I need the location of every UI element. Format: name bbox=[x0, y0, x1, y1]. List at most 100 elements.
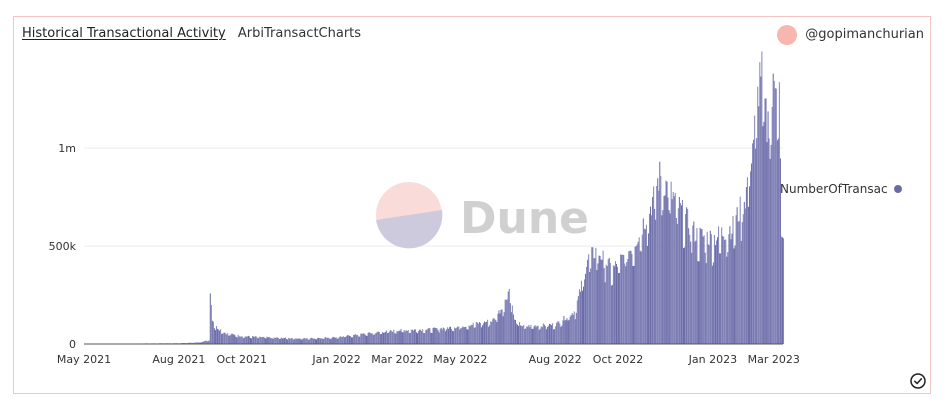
bar bbox=[375, 332, 377, 344]
bar bbox=[209, 293, 211, 344]
bar bbox=[541, 327, 543, 344]
bar bbox=[399, 330, 401, 344]
bar bbox=[267, 337, 269, 344]
bar bbox=[693, 221, 695, 344]
author-link[interactable]: @gopimanchurian bbox=[777, 25, 924, 45]
bar bbox=[492, 319, 494, 344]
bar bbox=[198, 342, 200, 344]
bar bbox=[615, 263, 618, 344]
bar bbox=[460, 328, 462, 344]
bar bbox=[465, 326, 467, 344]
bar bbox=[730, 239, 732, 344]
bar bbox=[400, 328, 402, 344]
bar bbox=[437, 330, 439, 344]
bar bbox=[558, 321, 560, 344]
bar bbox=[208, 340, 210, 344]
bar bbox=[286, 338, 288, 344]
chart-title-link[interactable]: Historical Transactional Activity bbox=[22, 26, 226, 41]
bar bbox=[524, 328, 526, 344]
bar bbox=[396, 331, 398, 344]
bar bbox=[593, 258, 595, 344]
bar bbox=[714, 245, 716, 344]
bar bbox=[352, 337, 354, 344]
bar bbox=[248, 336, 250, 344]
bar bbox=[768, 138, 770, 344]
bar bbox=[252, 336, 254, 344]
bar bbox=[681, 199, 683, 344]
bar bbox=[430, 332, 432, 344]
avatar bbox=[777, 25, 798, 45]
bar bbox=[235, 336, 237, 344]
bar bbox=[405, 330, 407, 344]
bar bbox=[724, 239, 726, 344]
bar bbox=[251, 338, 253, 344]
bar bbox=[735, 215, 737, 344]
bar bbox=[602, 250, 604, 344]
bar bbox=[342, 336, 344, 344]
bar bbox=[432, 327, 434, 344]
bar bbox=[770, 144, 772, 344]
bar bbox=[420, 329, 422, 344]
x-tick-label: Mar 2023 bbox=[748, 353, 800, 366]
bar bbox=[603, 268, 605, 344]
bar bbox=[574, 319, 576, 344]
bar bbox=[282, 338, 285, 344]
bar bbox=[394, 333, 396, 344]
bar bbox=[344, 336, 346, 344]
bar bbox=[629, 250, 631, 344]
check-circle-icon[interactable] bbox=[910, 373, 926, 389]
bar bbox=[201, 341, 203, 344]
bar bbox=[330, 339, 332, 344]
bar bbox=[277, 337, 279, 344]
bar bbox=[554, 329, 556, 344]
bar bbox=[452, 330, 454, 344]
bar bbox=[564, 320, 566, 344]
bar bbox=[390, 330, 392, 344]
bar bbox=[625, 266, 627, 344]
bar bbox=[293, 339, 295, 344]
bar bbox=[318, 337, 320, 344]
bar bbox=[491, 321, 493, 344]
bar bbox=[223, 332, 225, 344]
bar bbox=[365, 335, 367, 344]
bar bbox=[704, 252, 706, 344]
bar bbox=[654, 208, 656, 344]
bar bbox=[592, 247, 594, 344]
bar bbox=[658, 190, 660, 344]
bar bbox=[336, 338, 338, 344]
bar bbox=[733, 248, 735, 344]
bar bbox=[655, 219, 657, 344]
bar bbox=[594, 258, 596, 344]
bar bbox=[246, 336, 248, 344]
bar bbox=[639, 250, 641, 344]
bar bbox=[321, 338, 323, 344]
bar bbox=[380, 333, 382, 344]
bar bbox=[526, 326, 528, 344]
bar bbox=[504, 299, 506, 344]
bar bbox=[279, 338, 281, 344]
bar bbox=[226, 334, 228, 344]
bar bbox=[213, 328, 215, 344]
bar bbox=[727, 252, 729, 344]
bar bbox=[530, 324, 532, 344]
bar bbox=[231, 333, 233, 344]
bar bbox=[211, 320, 213, 344]
bar bbox=[335, 337, 337, 344]
bar bbox=[285, 337, 287, 344]
bar bbox=[737, 221, 739, 344]
bar bbox=[419, 329, 421, 344]
bar bbox=[256, 336, 258, 344]
bar bbox=[298, 338, 300, 344]
bar bbox=[417, 333, 419, 344]
bar bbox=[395, 333, 397, 344]
bar bbox=[565, 319, 567, 344]
legend[interactable]: NumberOfTransac bbox=[780, 181, 902, 197]
bar bbox=[356, 335, 358, 344]
bar bbox=[748, 186, 751, 344]
bar bbox=[244, 336, 246, 344]
bar bbox=[347, 335, 349, 344]
bar bbox=[334, 337, 336, 344]
bar bbox=[194, 342, 196, 344]
bar bbox=[459, 329, 461, 344]
bar bbox=[598, 255, 600, 344]
